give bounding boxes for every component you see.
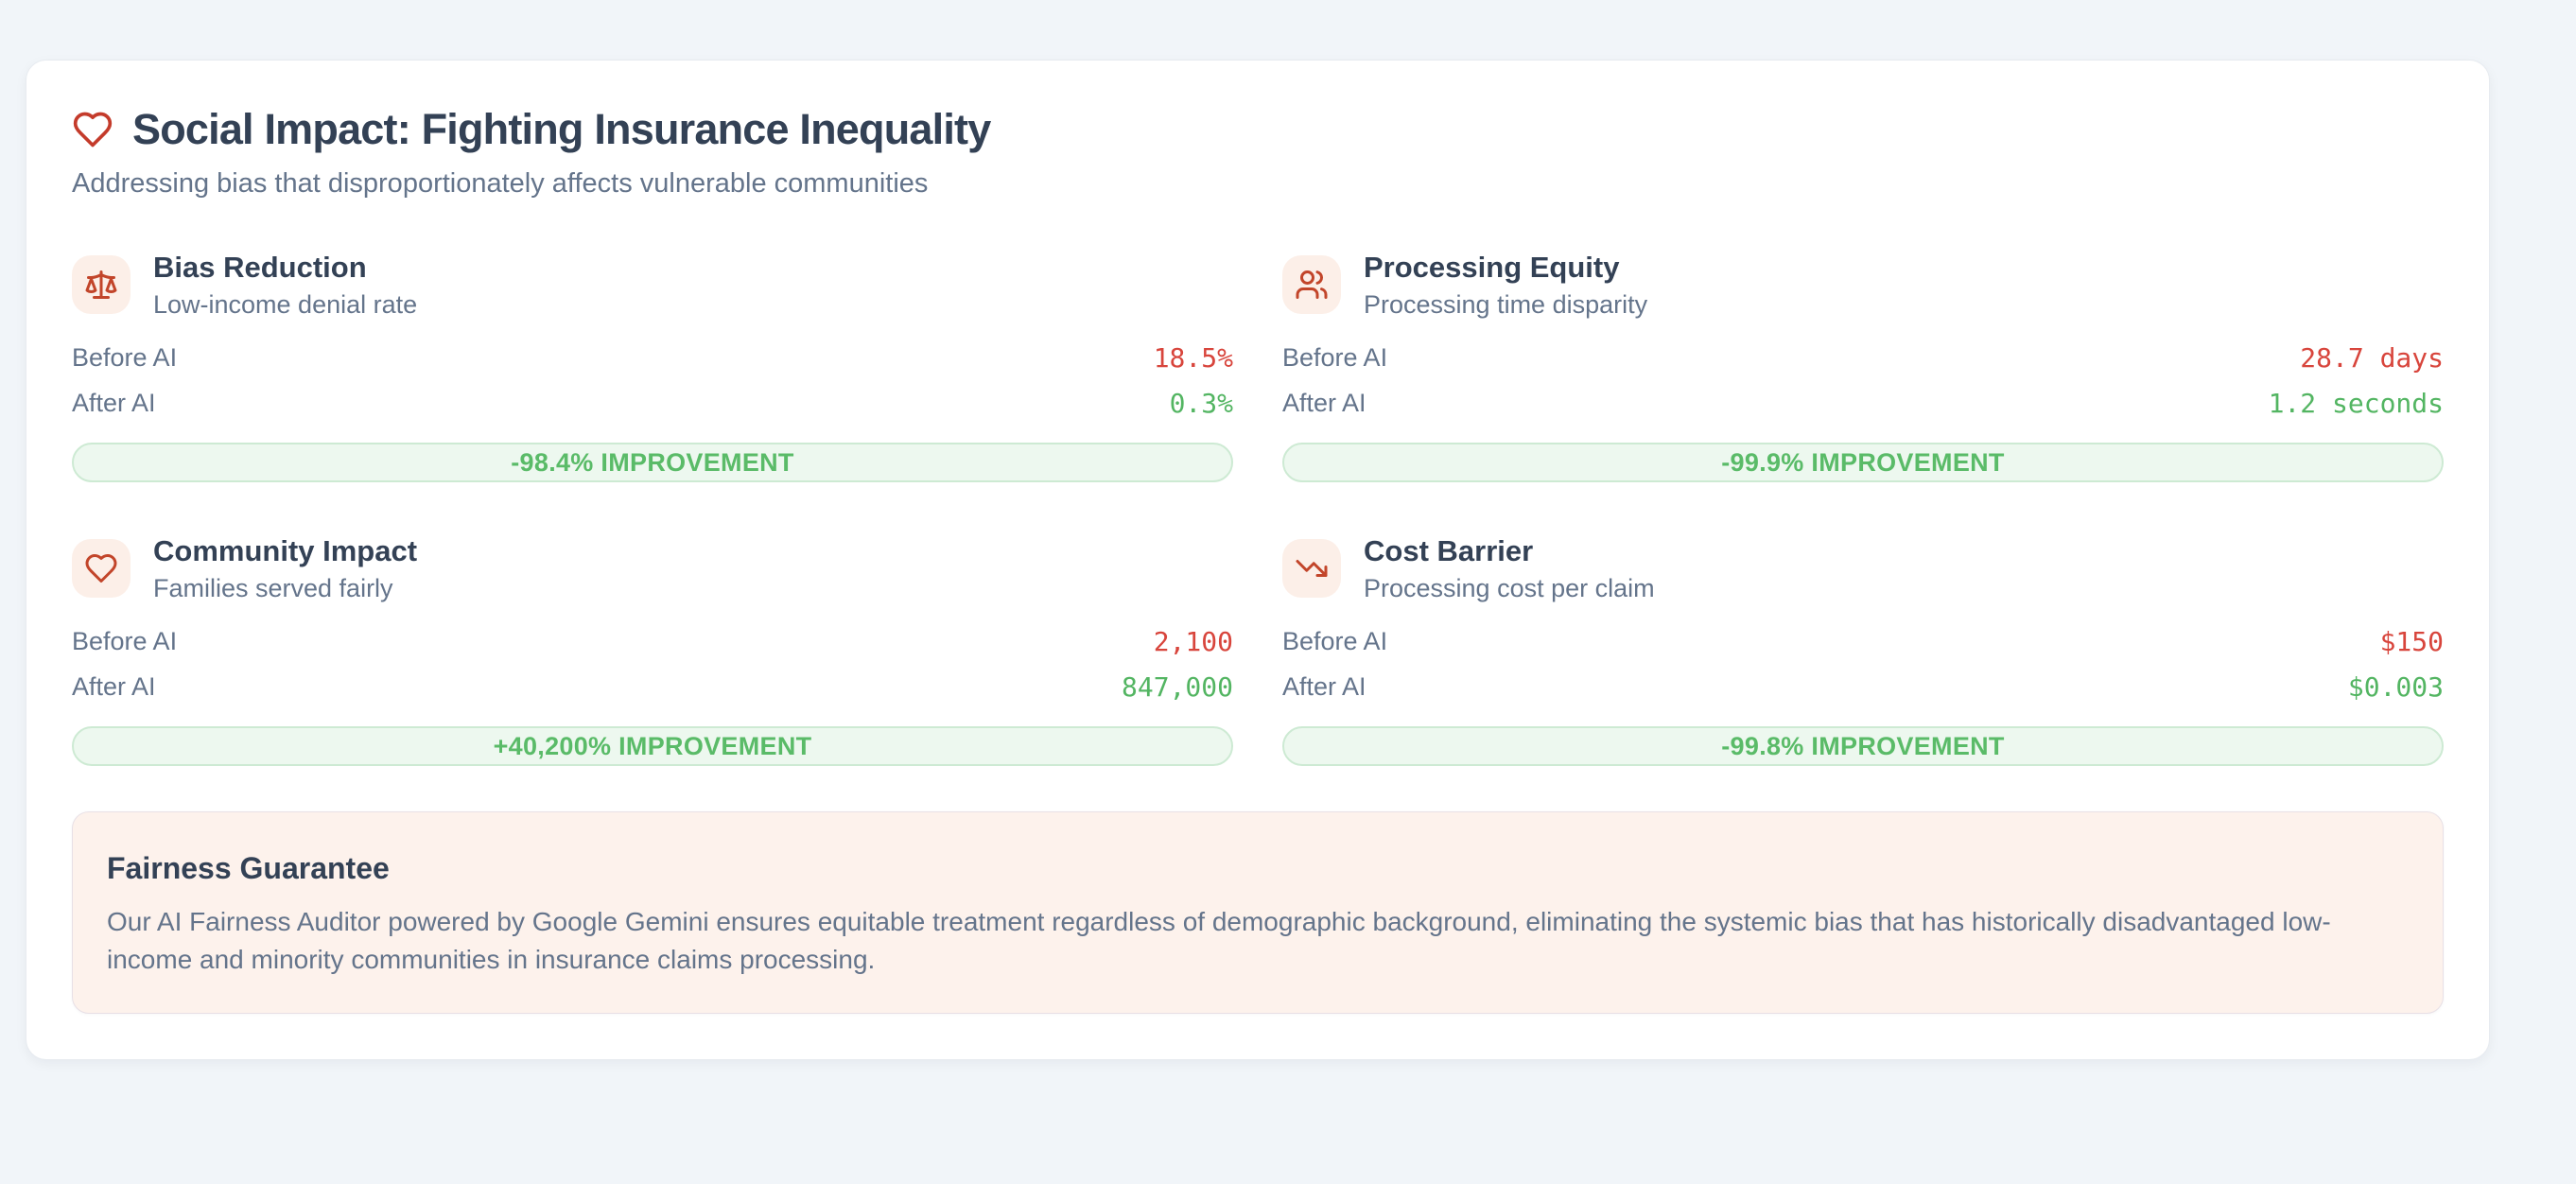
- improvement-badge: -98.4% IMPROVEMENT: [72, 443, 1233, 482]
- metric-title: Cost Barrier: [1364, 534, 1534, 567]
- metric-titles: Cost Barrier Processing cost per claim: [1364, 533, 1655, 603]
- before-ai-row: Before AI $150: [1282, 618, 2444, 664]
- metric-rows: Before AI 28.7 days After AI 1.2 seconds: [1282, 335, 2444, 426]
- after-ai-row: After AI 0.3%: [72, 380, 1233, 426]
- page-header: Social Impact: Fighting Insurance Inequa…: [72, 104, 2444, 155]
- after-ai-label: After AI: [1282, 671, 1366, 701]
- metric-community-impact: Community Impact Families served fairly …: [72, 533, 1233, 766]
- after-ai-row: After AI 1.2 seconds: [1282, 380, 2444, 426]
- before-ai-value: 28.7 days: [2300, 341, 2444, 374]
- scale-icon: [72, 255, 131, 314]
- after-ai-label: After AI: [72, 388, 156, 417]
- metric-rows: Before AI 18.5% After AI 0.3%: [72, 335, 1233, 426]
- after-ai-label: After AI: [1282, 388, 1366, 417]
- metric-processing-equity: Processing Equity Processing time dispar…: [1282, 250, 2444, 482]
- metric-titles: Bias Reduction Low-income denial rate: [153, 250, 417, 320]
- metric-header: Bias Reduction Low-income denial rate: [72, 250, 1233, 320]
- after-ai-value: 847,000: [1121, 670, 1233, 703]
- metric-subtitle: Processing time disparity: [1364, 290, 1648, 319]
- before-ai-label: Before AI: [72, 626, 178, 655]
- metric-title: Processing Equity: [1364, 251, 1620, 284]
- before-ai-label: Before AI: [1282, 626, 1388, 655]
- after-ai-label: After AI: [72, 671, 156, 701]
- after-ai-row: After AI 847,000: [72, 664, 1233, 709]
- heart-icon: [72, 109, 113, 150]
- metric-titles: Community Impact Families served fairly: [153, 533, 417, 603]
- metric-rows: Before AI 2,100 After AI 847,000: [72, 618, 1233, 709]
- page-subtitle: Addressing bias that disproportionately …: [72, 168, 929, 199]
- metric-rows: Before AI $150 After AI $0.003: [1282, 618, 2444, 709]
- metric-title: Bias Reduction: [153, 251, 367, 284]
- metrics-grid: Bias Reduction Low-income denial rate Be…: [72, 250, 2444, 766]
- users-icon: [1282, 255, 1341, 314]
- improvement-badge: -99.8% IMPROVEMENT: [1282, 726, 2444, 766]
- after-ai-row: After AI $0.003: [1282, 664, 2444, 709]
- improvement-badge: +40,200% IMPROVEMENT: [72, 726, 1233, 766]
- before-ai-row: Before AI 2,100: [72, 618, 1233, 664]
- improvement-badge: -99.9% IMPROVEMENT: [1282, 443, 2444, 482]
- after-ai-value: 0.3%: [1169, 387, 1233, 419]
- before-ai-label: Before AI: [72, 342, 178, 372]
- before-ai-row: Before AI 18.5%: [72, 335, 1233, 380]
- metric-header: Community Impact Families served fairly: [72, 533, 1233, 603]
- fairness-guarantee-box: Fairness Guarantee Our AI Fairness Audit…: [72, 811, 2444, 1014]
- metric-subtitle: Families served fairly: [153, 574, 393, 602]
- metric-titles: Processing Equity Processing time dispar…: [1364, 250, 1647, 320]
- before-ai-value: $150: [2379, 625, 2444, 657]
- page-title: Social Impact: Fighting Insurance Inequa…: [132, 105, 991, 153]
- metric-header: Cost Barrier Processing cost per claim: [1282, 533, 2444, 603]
- metric-title: Community Impact: [153, 534, 418, 567]
- metric-cost-barrier: Cost Barrier Processing cost per claim B…: [1282, 533, 2444, 766]
- metric-header: Processing Equity Processing time dispar…: [1282, 250, 2444, 320]
- heart-icon: [72, 539, 131, 598]
- after-ai-value: 1.2 seconds: [2268, 387, 2444, 419]
- fairness-guarantee-body: Our AI Fairness Auditor powered by Googl…: [107, 907, 2331, 974]
- social-impact-card: Social Impact: Fighting Insurance Inequa…: [26, 60, 2490, 1060]
- before-ai-row: Before AI 28.7 days: [1282, 335, 2444, 380]
- fairness-guarantee-title: Fairness Guarantee: [107, 851, 390, 885]
- after-ai-value: $0.003: [2347, 670, 2444, 703]
- before-ai-value: 18.5%: [1153, 341, 1233, 374]
- before-ai-label: Before AI: [1282, 342, 1388, 372]
- metric-bias-reduction: Bias Reduction Low-income denial rate Be…: [72, 250, 1233, 482]
- metric-subtitle: Low-income denial rate: [153, 290, 418, 319]
- metric-subtitle: Processing cost per claim: [1364, 574, 1655, 602]
- trending-down-icon: [1282, 539, 1341, 598]
- before-ai-value: 2,100: [1153, 625, 1233, 657]
